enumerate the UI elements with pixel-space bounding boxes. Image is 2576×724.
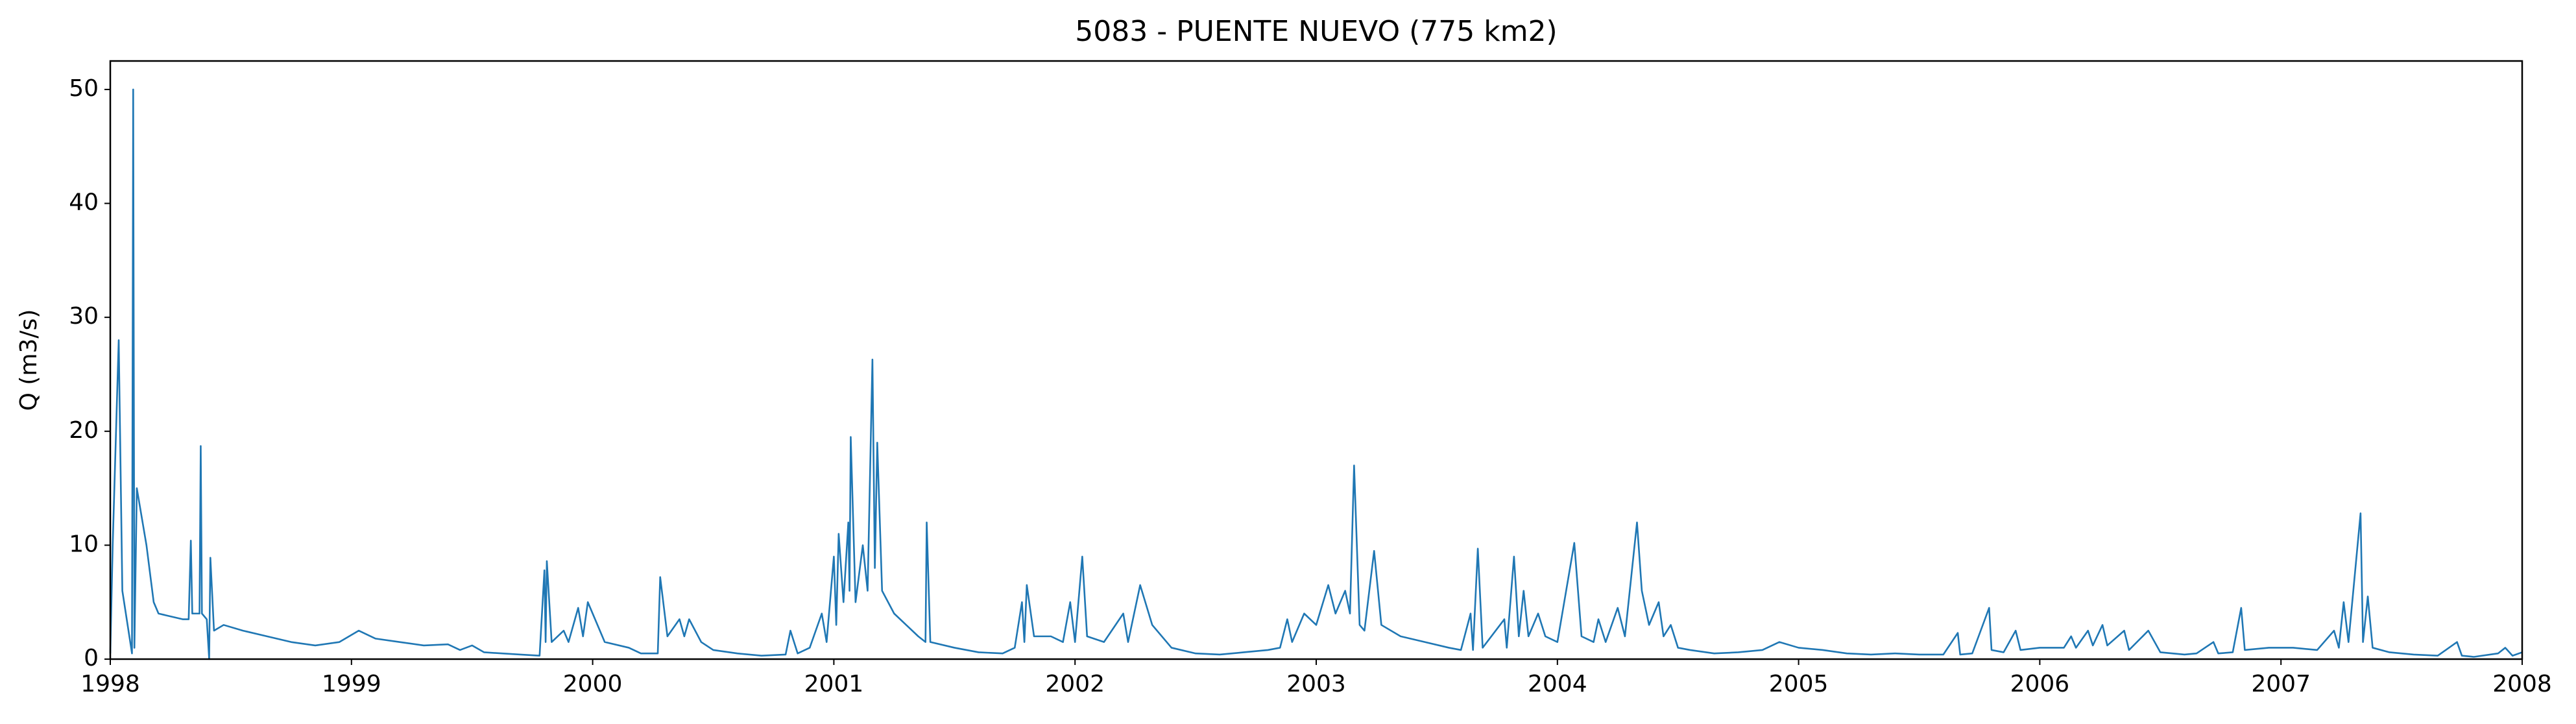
y-tick-label: 10 — [69, 531, 99, 557]
x-tick-label: 1998 — [80, 671, 140, 697]
x-tick-label: 2002 — [1045, 671, 1105, 697]
x-tick-label: 2000 — [563, 671, 623, 697]
x-tick-label: 2004 — [1528, 671, 1587, 697]
x-tick-label: 2006 — [2010, 671, 2070, 697]
data-line — [109, 88, 2523, 660]
y-axis-label: Q (m3/s) — [16, 309, 42, 411]
y-tick-label: 40 — [69, 189, 99, 216]
x-tick-label: 2003 — [1286, 671, 1346, 697]
x-tick-label: 2001 — [804, 671, 864, 697]
plot-area — [109, 88, 2523, 660]
y-tick-label: 30 — [69, 303, 99, 330]
x-tick-label: 2005 — [1769, 671, 1829, 697]
x-tick-label: 2008 — [2492, 671, 2552, 697]
x-tick-label: 1999 — [322, 671, 381, 697]
x-tick-label: 2007 — [2251, 671, 2311, 697]
y-tick-label: 20 — [69, 417, 99, 444]
y-tick-label: 0 — [84, 645, 99, 671]
chart-title: 5083 - PUENTE NUEVO (775 km2) — [1075, 15, 1557, 48]
y-tick-label: 50 — [69, 75, 99, 102]
